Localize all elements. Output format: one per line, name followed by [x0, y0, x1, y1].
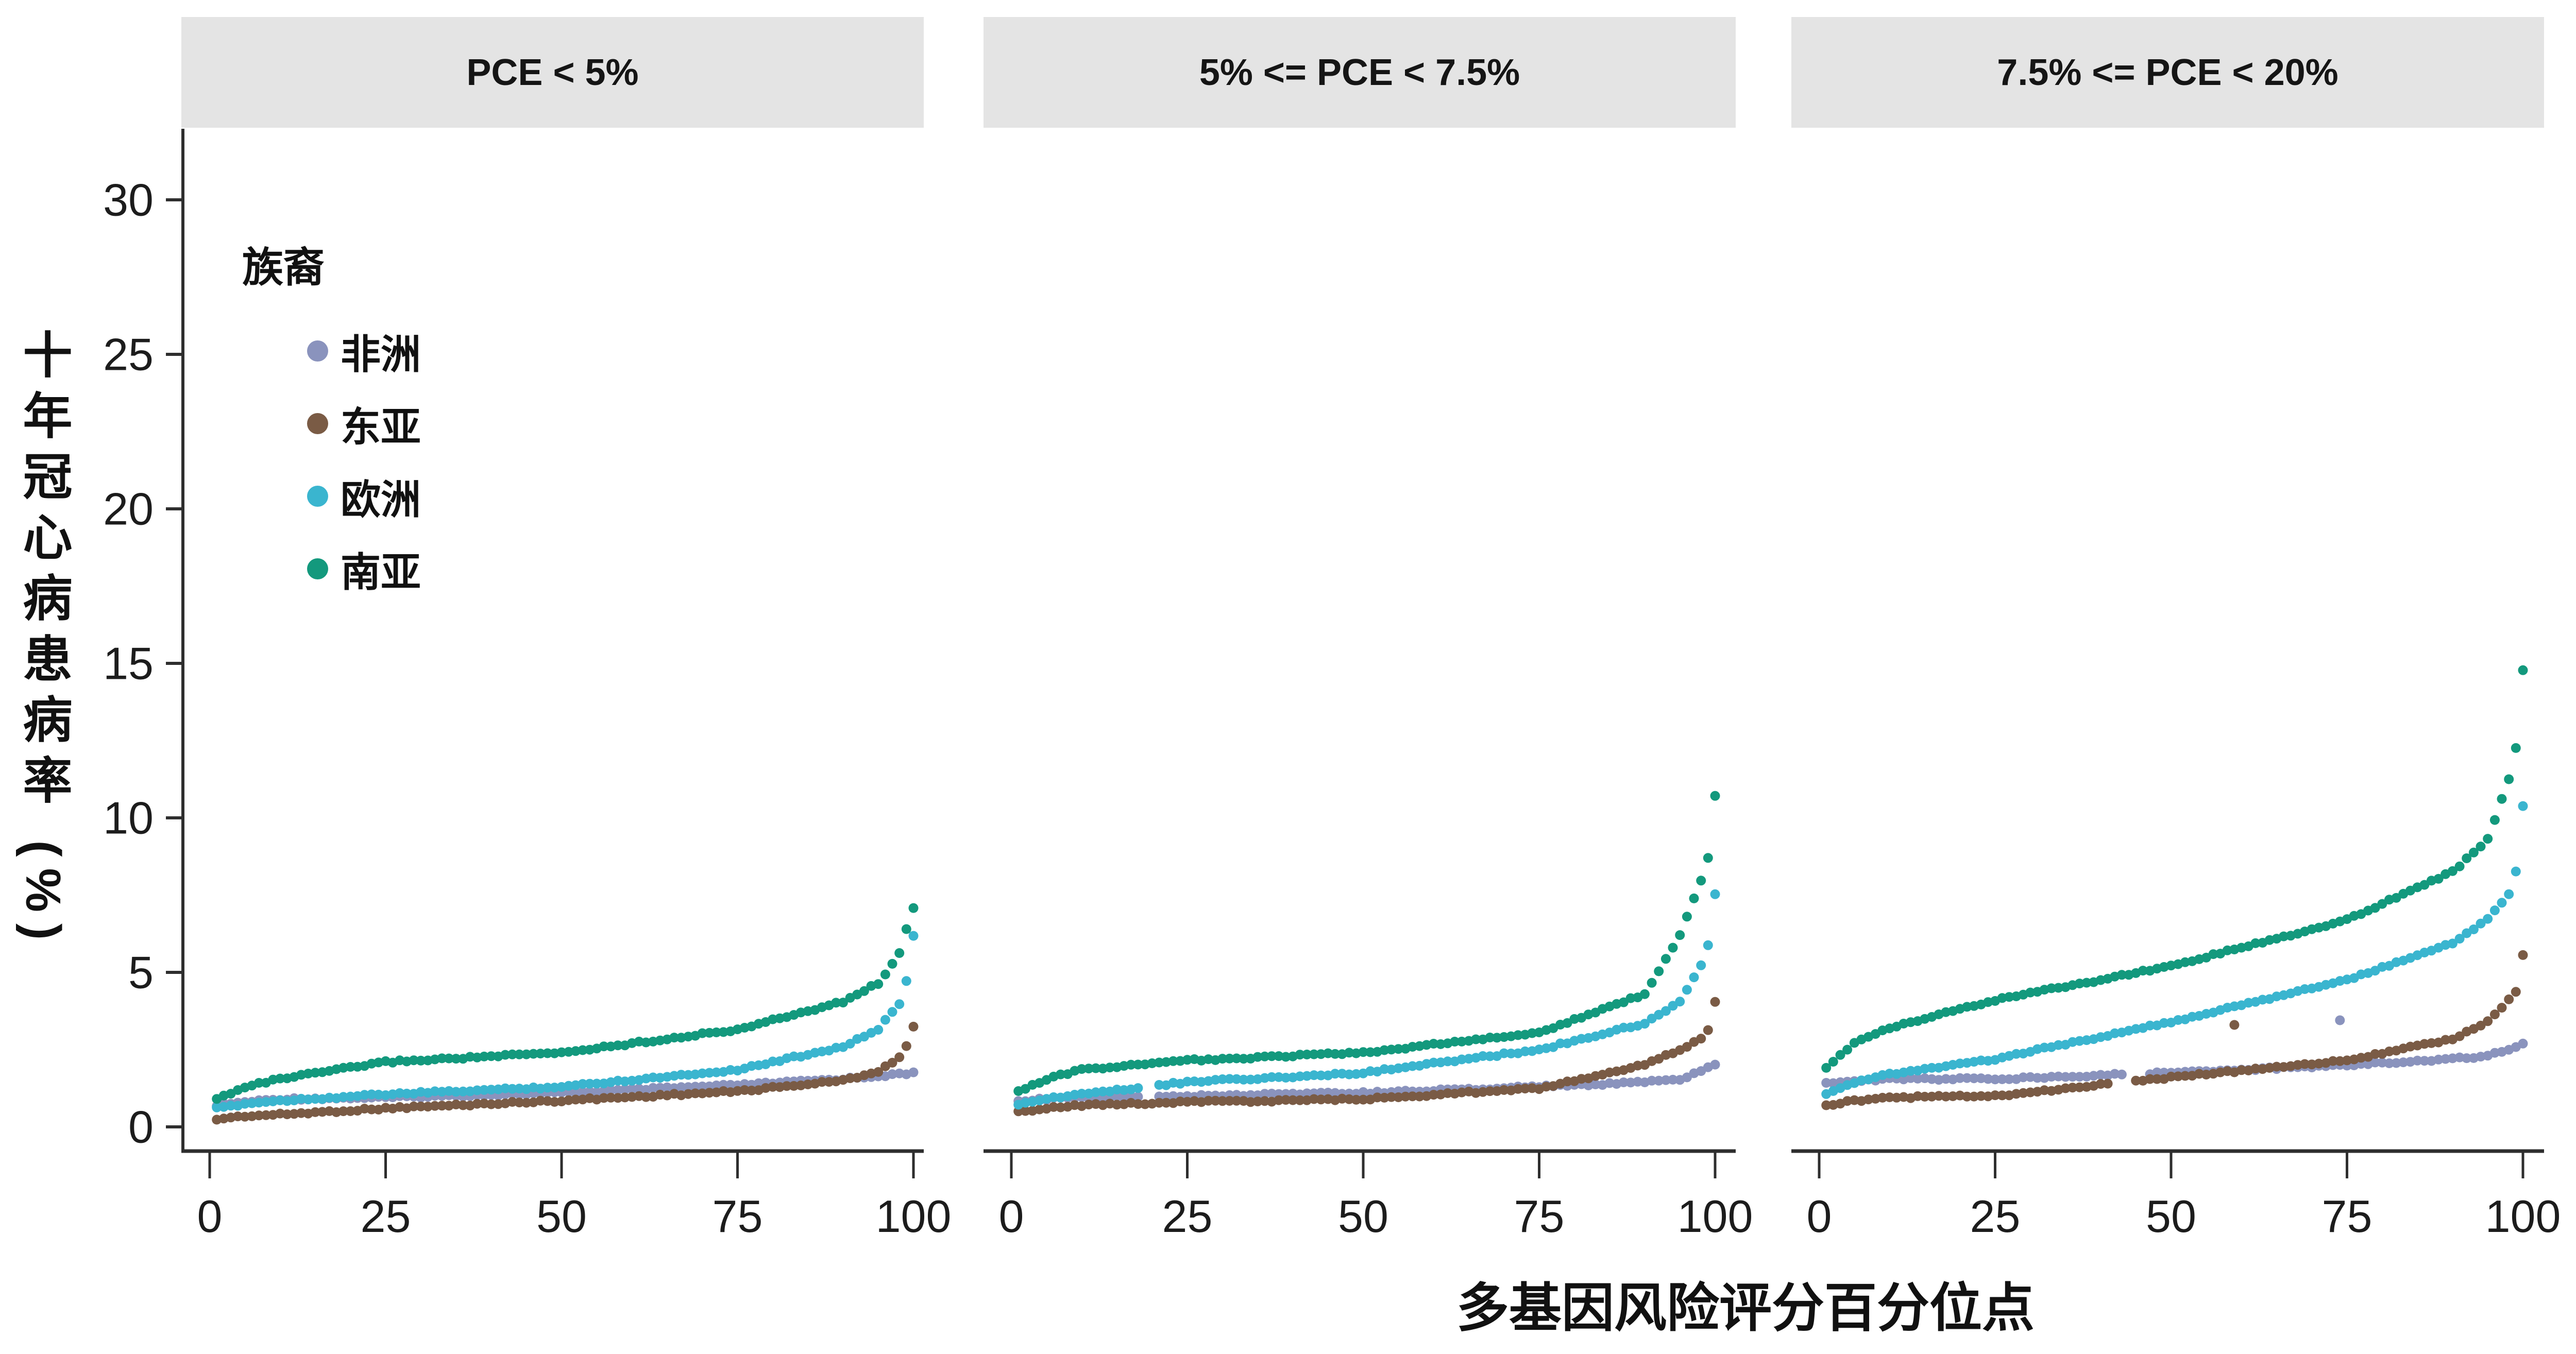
x-tick-label: 75	[713, 1191, 763, 1242]
legend-item-south-asia: 南亚	[242, 533, 421, 605]
facet-header-3: 7.5% <= PCE < 20%	[1791, 17, 2544, 128]
south-asia-dot-icon	[307, 558, 328, 579]
y-tick-label: 5	[128, 947, 154, 998]
y-tick-label: 0	[128, 1102, 154, 1153]
facet-header-2: 5% <= PCE < 7.5%	[984, 17, 1736, 128]
x-tick-label: 25	[1162, 1191, 1213, 1242]
series-东亚-facet-3	[1821, 950, 2528, 1110]
outlier-point-东亚	[2229, 1020, 2240, 1030]
legend-item-africa: 非洲	[242, 315, 421, 387]
legend-label: 非洲	[341, 331, 421, 377]
series-欧洲-facet-1	[212, 931, 919, 1112]
x-tick-label: 0	[1807, 1191, 1832, 1242]
series-欧洲-facet-3	[1821, 801, 2528, 1099]
legend-title: 族裔	[242, 245, 325, 290]
africa-dot-icon	[307, 340, 328, 362]
series-东亚-facet-2	[1013, 997, 1720, 1117]
x-tick-label: 50	[536, 1191, 587, 1242]
legend-item-east-asia: 东亚	[242, 387, 421, 460]
europe-dot-icon	[307, 486, 328, 507]
series-欧洲-facet-2	[1013, 889, 1720, 1110]
y-tick-label: 20	[103, 484, 154, 535]
y-tick-label: 25	[103, 329, 154, 380]
y-tick-label: 15	[103, 638, 154, 689]
x-tick-label: 75	[1514, 1191, 1565, 1242]
x-tick-label: 100	[2485, 1191, 2561, 1242]
y-tick-label: 30	[103, 175, 154, 226]
x-tick-label: 25	[1970, 1191, 2021, 1242]
x-tick-label: 50	[1338, 1191, 1388, 1242]
east-asia-dot-icon	[307, 413, 328, 434]
x-tick-label: 50	[2146, 1191, 2196, 1242]
x-tick-label: 100	[876, 1191, 952, 1242]
y-tick-label: 10	[103, 793, 154, 844]
x-tick-label: 75	[2322, 1191, 2372, 1242]
legend-item-europe: 欧洲	[242, 460, 421, 533]
facet-header-1: PCE < 5%	[181, 17, 924, 128]
x-tick-label: 100	[1677, 1191, 1753, 1242]
y-axis-title: 十年冠心病患病率 (%)	[15, 329, 71, 951]
outlier-point-非洲	[2335, 1015, 2345, 1025]
x-axis-title: 多基因风险评分百分位点	[1456, 1279, 2035, 1338]
legend-label: 欧洲	[341, 476, 421, 522]
series-南亚-facet-1	[212, 903, 919, 1104]
x-tick-label: 0	[999, 1191, 1024, 1242]
legend: 族裔 非洲 东亚 欧洲 南亚	[242, 234, 421, 605]
x-tick-label: 0	[197, 1191, 223, 1242]
series-南亚-facet-3	[1821, 665, 2528, 1073]
legend-label: 南亚	[341, 549, 421, 595]
series-南亚-facet-2	[1013, 791, 1720, 1096]
legend-label: 东亚	[341, 404, 421, 450]
x-tick-label: 25	[361, 1191, 411, 1242]
series-东亚-facet-1	[212, 1021, 919, 1125]
